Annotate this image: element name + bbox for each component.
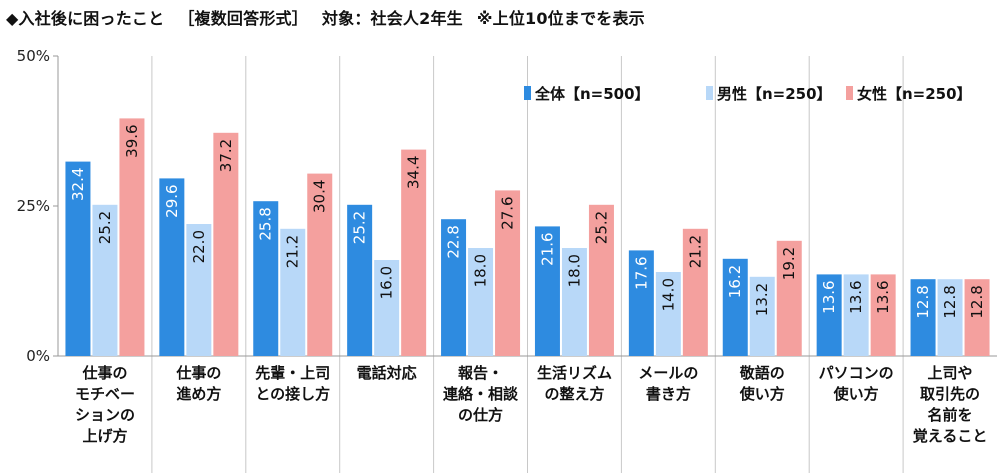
bar-value-label: 25.2 bbox=[96, 211, 114, 244]
x-category-label: 報告・ bbox=[458, 364, 503, 382]
bar bbox=[816, 274, 842, 356]
bar-value-label: 13.6 bbox=[820, 280, 838, 313]
title-target: 対象：社会人2年生 bbox=[321, 9, 463, 28]
bar-value-label: 16.0 bbox=[378, 266, 396, 299]
x-category-label: モチベー bbox=[75, 385, 135, 403]
bar bbox=[92, 204, 118, 356]
bar-value-label: 30.4 bbox=[311, 180, 329, 213]
bar-value-label: 13.6 bbox=[847, 280, 865, 313]
bar-value-label: 37.2 bbox=[217, 139, 235, 172]
x-category-label: 名前を bbox=[928, 406, 973, 424]
chart-title: ◆入社後に困ったこと ［複数回答形式］ 対象：社会人2年生 ※上位10位までを表示 bbox=[6, 5, 645, 29]
x-category-label: 先輩・上司 bbox=[255, 364, 330, 382]
bar-value-label: 39.6 bbox=[123, 124, 141, 157]
x-category-label: 敬語の bbox=[739, 364, 785, 382]
bar bbox=[441, 219, 467, 356]
bar-value-label: 34.4 bbox=[405, 156, 423, 189]
bar-value-label: 25.8 bbox=[257, 207, 275, 240]
y-tick-label: 0% bbox=[26, 347, 50, 365]
legend-label: 全体【n=500】 bbox=[534, 85, 650, 103]
x-category-label: 上げ方 bbox=[82, 427, 127, 445]
bar-value-label: 17.6 bbox=[632, 256, 650, 289]
x-category-label: パソコンの bbox=[819, 364, 894, 382]
bar-value-label: 25.2 bbox=[592, 211, 610, 244]
x-category-label: メールの bbox=[638, 364, 698, 382]
bar-value-label: 18.0 bbox=[472, 254, 490, 287]
bar bbox=[374, 260, 400, 356]
title-main: ◆入社後に困ったこと bbox=[6, 9, 165, 28]
bar-value-label: 12.8 bbox=[914, 285, 932, 318]
bar-value-label: 32.4 bbox=[69, 168, 87, 201]
x-category-label: の整え方 bbox=[544, 385, 604, 403]
bar bbox=[401, 149, 427, 356]
bar bbox=[307, 173, 333, 356]
bar-value-label: 13.2 bbox=[753, 283, 771, 316]
x-category-label: 上司や bbox=[928, 364, 973, 382]
legend-swatch bbox=[524, 86, 531, 100]
legend-swatch bbox=[706, 86, 713, 100]
x-category-label: の仕方 bbox=[458, 406, 503, 424]
x-category-label: 仕事の bbox=[81, 364, 127, 382]
bar bbox=[186, 224, 212, 356]
x-category-label: ションの bbox=[75, 406, 135, 424]
bar bbox=[843, 274, 869, 356]
bar bbox=[910, 279, 936, 356]
bar bbox=[347, 204, 373, 356]
bar bbox=[253, 201, 279, 356]
bar bbox=[628, 250, 654, 356]
x-category-label: 仕事の bbox=[175, 364, 221, 382]
x-category-label: 使い方 bbox=[833, 385, 879, 403]
x-category-label: 取引先の bbox=[920, 385, 980, 403]
bar-value-label: 29.6 bbox=[163, 184, 181, 217]
bar-value-label: 18.0 bbox=[565, 254, 583, 287]
bar bbox=[65, 161, 91, 356]
bar bbox=[655, 272, 681, 356]
bar-value-label: 22.0 bbox=[190, 230, 208, 263]
bar bbox=[119, 118, 145, 357]
bar-value-label: 16.2 bbox=[726, 265, 744, 298]
bar-value-label: 12.8 bbox=[968, 285, 986, 318]
bar-value-label: 22.8 bbox=[445, 225, 463, 258]
x-category-label: 書き方 bbox=[646, 385, 691, 403]
bar bbox=[534, 226, 560, 356]
bar bbox=[722, 258, 748, 356]
bar bbox=[588, 204, 614, 356]
y-tick-label: 50% bbox=[17, 47, 50, 65]
bar bbox=[213, 132, 239, 356]
bar-value-label: 12.8 bbox=[941, 285, 959, 318]
bar-value-label: 19.2 bbox=[780, 247, 798, 280]
bar-value-label: 13.6 bbox=[874, 280, 892, 313]
x-category-label: 連絡・相談 bbox=[443, 385, 519, 403]
title-note: ※上位10位までを表示 bbox=[476, 9, 645, 28]
bar-value-label: 21.2 bbox=[686, 235, 704, 268]
bar-value-label: 25.2 bbox=[351, 211, 369, 244]
x-category-label: 生活リズム bbox=[537, 364, 612, 382]
legend-label: 女性【n=250】 bbox=[857, 85, 972, 103]
title-format: ［複数回答形式］ bbox=[178, 9, 308, 28]
bar bbox=[964, 279, 990, 356]
bar bbox=[682, 228, 708, 356]
bar bbox=[561, 248, 587, 356]
bar bbox=[159, 178, 185, 356]
bar-value-label: 21.6 bbox=[538, 232, 556, 265]
bar bbox=[870, 274, 896, 356]
bar bbox=[776, 240, 802, 356]
bar bbox=[495, 190, 521, 356]
x-category-label: との接し方 bbox=[255, 385, 330, 403]
y-tick-label: 25% bbox=[17, 197, 50, 215]
bar bbox=[468, 248, 494, 356]
x-category-label: 進め方 bbox=[176, 385, 221, 403]
bar-value-label: 27.6 bbox=[499, 196, 517, 229]
x-category-label: 使い方 bbox=[739, 385, 785, 403]
bar-value-label: 14.0 bbox=[659, 278, 677, 311]
x-category-label: 電話対応 bbox=[357, 364, 417, 382]
x-category-label: 覚えること bbox=[913, 427, 988, 445]
bar bbox=[937, 279, 963, 356]
legend-label: 男性【n=250】 bbox=[717, 85, 832, 103]
legend-swatch bbox=[846, 86, 853, 100]
bar-value-label: 21.2 bbox=[284, 235, 302, 268]
bar bbox=[749, 276, 775, 356]
bar bbox=[280, 228, 306, 356]
